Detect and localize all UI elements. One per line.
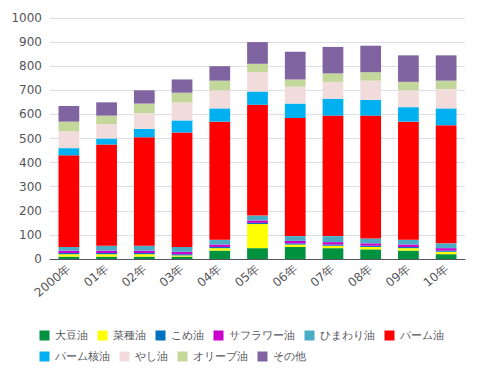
svg-text:100: 100 — [19, 228, 42, 242]
svg-text:1000: 1000 — [11, 11, 42, 25]
svg-text:やし油: やし油 — [135, 350, 168, 363]
svg-text:こめ油: こめ油 — [171, 329, 204, 342]
svg-text:03年: 03年 — [157, 262, 187, 290]
svg-text:2000年: 2000年 — [32, 262, 74, 300]
svg-text:05年: 05年 — [232, 262, 262, 290]
svg-text:02年: 02年 — [119, 262, 149, 290]
svg-text:10年: 10年 — [421, 262, 451, 290]
svg-text:04年: 04年 — [194, 262, 224, 290]
svg-text:ひまわり油: ひまわり油 — [320, 329, 375, 342]
svg-text:その他: その他 — [273, 350, 306, 363]
svg-text:菜種油: 菜種油 — [113, 329, 146, 342]
svg-text:900: 900 — [19, 35, 42, 49]
svg-text:09年: 09年 — [383, 262, 413, 290]
svg-text:400: 400 — [19, 156, 42, 170]
svg-text:0: 0 — [34, 252, 42, 266]
svg-text:大豆油: 大豆油 — [55, 329, 88, 342]
svg-text:01年: 01年 — [81, 262, 111, 290]
svg-text:サフラワー油: サフラワー油 — [229, 329, 295, 342]
svg-text:600: 600 — [19, 107, 42, 121]
svg-text:200: 200 — [19, 204, 42, 218]
svg-text:07年: 07年 — [308, 262, 338, 290]
svg-text:パーム核油: パーム核油 — [54, 350, 110, 363]
svg-text:300: 300 — [19, 180, 42, 194]
svg-text:06年: 06年 — [270, 262, 300, 290]
svg-text:08年: 08年 — [345, 262, 375, 290]
svg-text:700: 700 — [19, 83, 42, 97]
svg-text:パーム油: パーム油 — [399, 329, 444, 342]
svg-text:800: 800 — [19, 59, 42, 73]
svg-text:オリーブ油: オリーブ油 — [193, 350, 248, 363]
svg-text:500: 500 — [19, 132, 42, 146]
